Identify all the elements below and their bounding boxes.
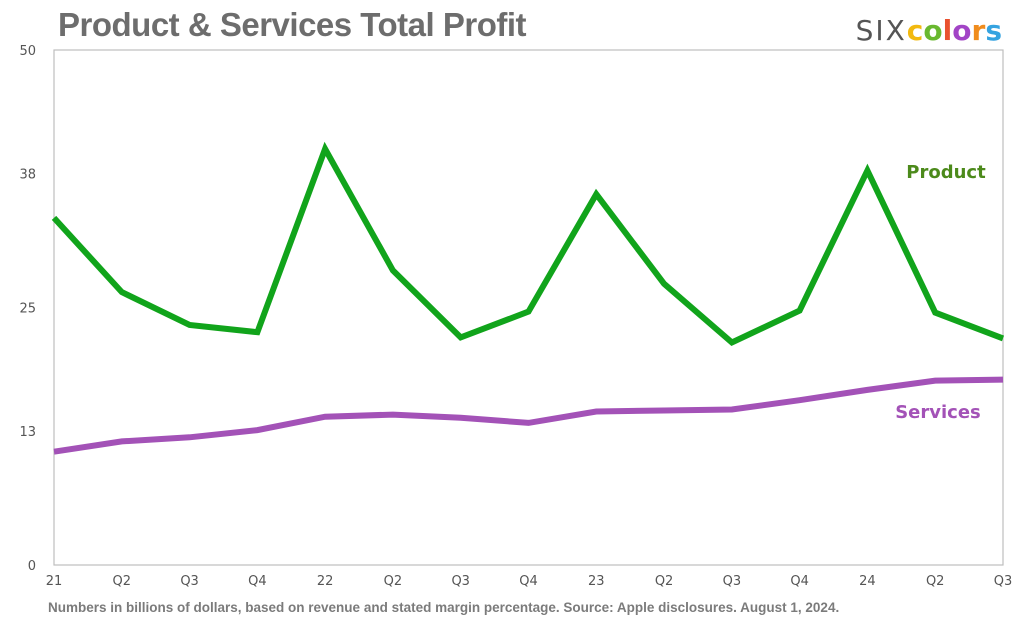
x-tick-label: Q2	[926, 574, 945, 589]
x-tick-label: Q3	[180, 574, 199, 589]
x-tick-label: Q3	[723, 574, 742, 589]
x-tick-labels: 21 Q2 Q3 Q4 22 Q2 Q3 Q4 23 Q2 Q3 Q4 24 Q2 Q3	[46, 574, 1013, 589]
series-label-product: Product	[906, 162, 986, 183]
logo-letter: o	[923, 14, 943, 47]
logo-letter: r	[971, 14, 986, 47]
logo-letter: c	[906, 14, 924, 47]
x-tick-label: Q4	[248, 574, 267, 589]
logo-colors: colors	[907, 14, 1002, 47]
y-tick-label: 0	[28, 559, 36, 574]
sixcolors-logo: SIXcolors	[856, 14, 1002, 47]
logo-letter: l	[942, 14, 953, 47]
series-labels: Product Services	[895, 162, 986, 423]
series-lines	[51, 141, 1005, 455]
x-tick-label: 24	[859, 574, 876, 589]
y-tick-label: 13	[19, 425, 36, 440]
y-tick-label: 50	[19, 44, 36, 59]
y-tick-label: 38	[19, 168, 36, 183]
plot-area-frame	[53, 49, 1004, 566]
x-tick-label: Q2	[113, 574, 132, 589]
x-tick-label: Q2	[384, 574, 403, 589]
logo-letter: s	[985, 14, 1002, 47]
series-line-services	[53, 376, 1004, 455]
y-tick-label: 25	[19, 302, 36, 317]
series-line-product	[51, 141, 1005, 347]
x-tick-label: 22	[317, 574, 334, 589]
x-tick-label: Q4	[519, 574, 538, 589]
x-tick-label: Q3	[994, 574, 1013, 589]
chart-footnote: Numbers in billions of dollars, based on…	[48, 600, 840, 615]
x-tick-label: Q4	[790, 574, 809, 589]
x-tick-label: 21	[46, 574, 63, 589]
logo-letter: o	[952, 14, 972, 47]
chart-title: Product & Services Total Profit	[58, 6, 527, 43]
x-tick-label: Q3	[451, 574, 470, 589]
x-tick-label: Q2	[655, 574, 674, 589]
series-label-services: Services	[895, 402, 981, 423]
logo-prefix: SIX	[855, 14, 907, 47]
y-tick-labels: 0 13 25 38 50	[19, 44, 36, 574]
axes	[53, 49, 1004, 566]
x-tick-label: 23	[588, 574, 605, 589]
